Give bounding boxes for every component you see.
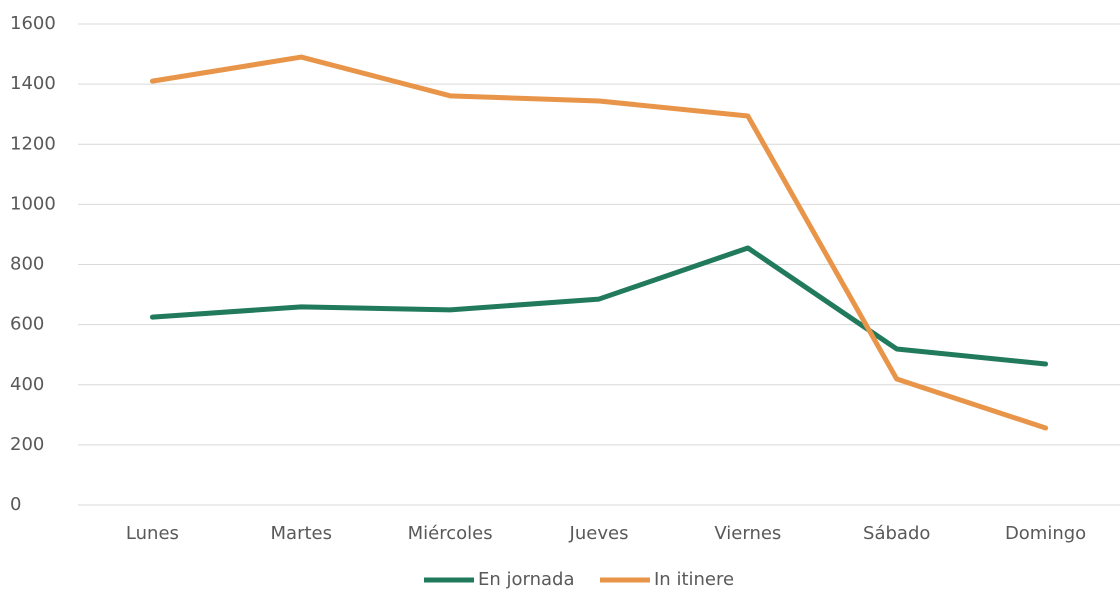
- series-line: [149, 245, 1049, 367]
- x-tick-label: Jueves: [569, 523, 629, 544]
- legend-label: In itinere: [654, 569, 734, 590]
- x-tick-label: Miércoles: [408, 523, 493, 544]
- y-tick-label: 1000: [10, 193, 56, 214]
- y-tick-label: 1200: [10, 133, 56, 154]
- x-tick-label: Viernes: [714, 523, 781, 544]
- y-tick-label: 200: [10, 434, 44, 455]
- y-tick-label: 600: [10, 314, 44, 335]
- x-tick-label: Domingo: [1005, 523, 1086, 544]
- y-tick-label: 800: [10, 254, 44, 275]
- y-tick-label: 1400: [10, 73, 56, 94]
- legend-label: En jornada: [478, 569, 575, 590]
- x-tick-label: Sábado: [863, 523, 930, 544]
- x-tick-label: Lunes: [126, 523, 179, 544]
- series-line: [149, 54, 1049, 431]
- y-tick-label: 0: [10, 494, 21, 515]
- y-tick-label: 400: [10, 374, 44, 395]
- x-tick-label: Martes: [271, 523, 332, 544]
- y-tick-label: 1600: [10, 13, 56, 34]
